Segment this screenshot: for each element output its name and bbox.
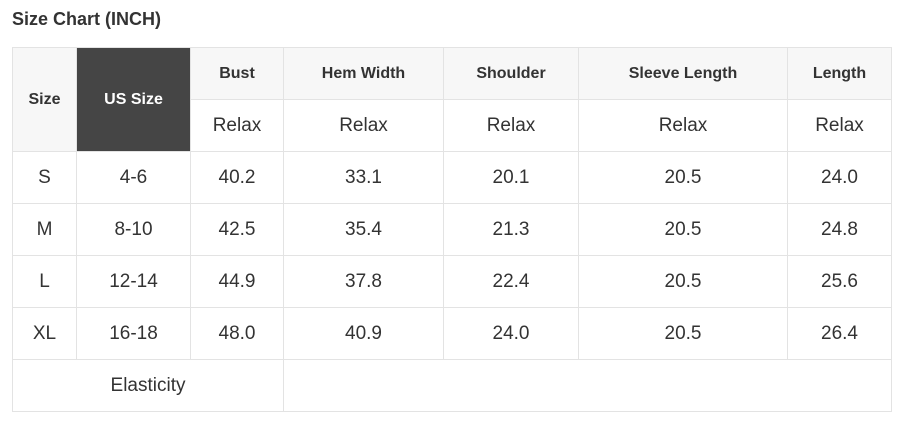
table-cell: S bbox=[12, 151, 77, 204]
table-cell: 20.5 bbox=[578, 151, 788, 204]
header-us-size: US Size bbox=[76, 47, 191, 152]
table-cell: 20.5 bbox=[578, 255, 788, 308]
table-cell: 25.6 bbox=[787, 255, 892, 308]
table-cell: 24.0 bbox=[443, 307, 579, 360]
table-cell: 24.0 bbox=[787, 151, 892, 204]
table-cell: 4-6 bbox=[76, 151, 191, 204]
size-chart-table: Size US Size Bust Hem Width Shoulder Sle… bbox=[12, 47, 892, 412]
table-cell: 35.4 bbox=[283, 203, 444, 256]
subheader-row: Relax Relax Relax Relax Relax bbox=[13, 99, 892, 152]
subheader-cell: Relax bbox=[578, 99, 788, 152]
table-cell: 8-10 bbox=[76, 203, 191, 256]
table-cell: 40.9 bbox=[283, 307, 444, 360]
subheader-cell: Relax bbox=[190, 99, 284, 152]
table-cell: 12-14 bbox=[76, 255, 191, 308]
header-length: Length bbox=[787, 47, 892, 100]
table-cell: 48.0 bbox=[190, 307, 284, 360]
table-cell: 20.1 bbox=[443, 151, 579, 204]
table-cell: 16-18 bbox=[76, 307, 191, 360]
table-cell: 33.1 bbox=[283, 151, 444, 204]
table-cell: 20.5 bbox=[578, 307, 788, 360]
table-row: XL 16-18 48.0 40.9 24.0 20.5 26.4 bbox=[12, 307, 892, 360]
table-cell: 44.9 bbox=[190, 255, 284, 308]
header-row: Size US Size Bust Hem Width Shoulder Sle… bbox=[12, 47, 892, 152]
table-cell: 22.4 bbox=[443, 255, 579, 308]
header-sleeve-length: Sleeve Length bbox=[578, 47, 788, 100]
table-cell: 20.5 bbox=[578, 203, 788, 256]
elasticity-label: Elasticity bbox=[12, 359, 284, 412]
table-cell: 42.5 bbox=[190, 203, 284, 256]
table-cell: 37.8 bbox=[283, 255, 444, 308]
table-cell: L bbox=[12, 255, 77, 308]
table-cell: 21.3 bbox=[443, 203, 579, 256]
header-size: Size bbox=[12, 47, 77, 152]
table-row: M 8-10 42.5 35.4 21.3 20.5 24.8 bbox=[12, 203, 892, 256]
header-bust: Bust bbox=[190, 47, 284, 100]
subheader-cell: Relax bbox=[443, 99, 579, 152]
table-row: L 12-14 44.9 37.8 22.4 20.5 25.6 bbox=[12, 255, 892, 308]
table-cell: 26.4 bbox=[787, 307, 892, 360]
table-cell: M bbox=[12, 203, 77, 256]
subheader-cell: Relax bbox=[283, 99, 444, 152]
table-cell: XL bbox=[12, 307, 77, 360]
page-title: Size Chart (INCH) bbox=[12, 9, 162, 29]
table-row: S 4-6 40.2 33.1 20.1 20.5 24.0 bbox=[12, 151, 892, 204]
footer-row: Elasticity bbox=[12, 359, 892, 412]
header-hem-width: Hem Width bbox=[283, 47, 444, 100]
header-shoulder: Shoulder bbox=[443, 47, 579, 100]
table-cell: 24.8 bbox=[787, 203, 892, 256]
elasticity-value bbox=[283, 359, 892, 412]
table-cell: 40.2 bbox=[190, 151, 284, 204]
subheader-cell: Relax bbox=[787, 99, 892, 152]
